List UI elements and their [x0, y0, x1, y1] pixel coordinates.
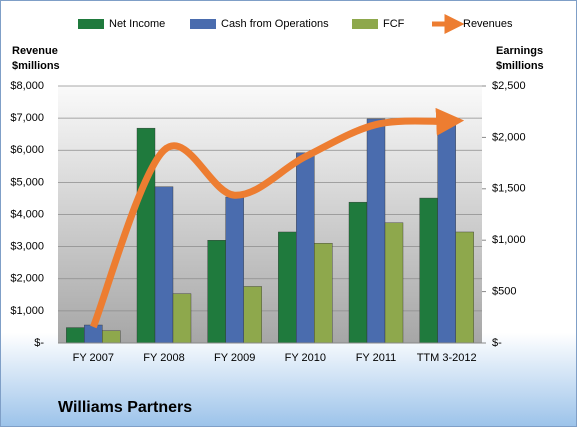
legend-swatch	[352, 19, 378, 29]
bar	[154, 186, 174, 344]
legend-swatch	[78, 19, 104, 29]
bar	[207, 239, 226, 344]
x-tick-label: FY 2010	[285, 352, 326, 364]
y-tick-label: $7,000	[10, 112, 44, 124]
bar	[172, 293, 192, 344]
legend-label: Revenues	[463, 18, 513, 30]
legend-swatch	[190, 19, 216, 29]
bar	[419, 197, 438, 344]
bar	[366, 118, 386, 344]
bar	[66, 327, 85, 344]
y2-tick-label: $500	[492, 286, 516, 298]
y-tick-label: $-	[34, 337, 44, 349]
y-tick-label: $6,000	[10, 144, 44, 156]
y2-tick-label: $1,500	[492, 183, 526, 195]
y2-axis-title: Earnings	[496, 45, 543, 57]
line	[90, 107, 465, 329]
y2-tick-label: $1,000	[492, 234, 526, 246]
x-tick-label: FY 2009	[214, 352, 255, 364]
bar	[225, 196, 244, 344]
bar	[437, 118, 456, 344]
chart-title: Williams Partners	[58, 399, 192, 416]
legend-label: Net Income	[109, 18, 165, 30]
y-tick-label: $2,000	[10, 273, 44, 285]
y2-tick-label: $-	[492, 337, 502, 349]
y-tick-label: $3,000	[10, 241, 44, 253]
bar	[243, 286, 262, 344]
bar	[384, 222, 404, 344]
x-tick-label: FY 2007	[73, 352, 114, 364]
y-tick-label: $5,000	[10, 176, 44, 188]
bar	[296, 152, 315, 344]
bar	[84, 324, 103, 344]
y-axis-title: Revenue	[12, 45, 58, 57]
legend-label: Cash from Operations	[221, 18, 329, 30]
x-tick-label: FY 2011	[356, 352, 397, 364]
y2-tick-label: $2,000	[492, 131, 526, 143]
y-tick-label: $4,000	[10, 208, 44, 220]
bar	[348, 201, 368, 344]
y2-tick-label: $2,500	[492, 80, 526, 92]
y-tick-label: $1,000	[10, 305, 44, 317]
legend-label: FCF	[383, 18, 405, 30]
y2-axis-title: $millions	[496, 60, 544, 72]
bar	[455, 231, 474, 344]
x-tick-label: TTM 3-2012	[417, 352, 477, 364]
y-tick-label: $8,000	[10, 80, 44, 92]
y-axis-title: $millions	[12, 60, 60, 72]
x-tick-label: FY 2008	[143, 352, 184, 364]
bar	[278, 231, 297, 344]
bar	[314, 243, 333, 344]
bar	[102, 330, 121, 344]
